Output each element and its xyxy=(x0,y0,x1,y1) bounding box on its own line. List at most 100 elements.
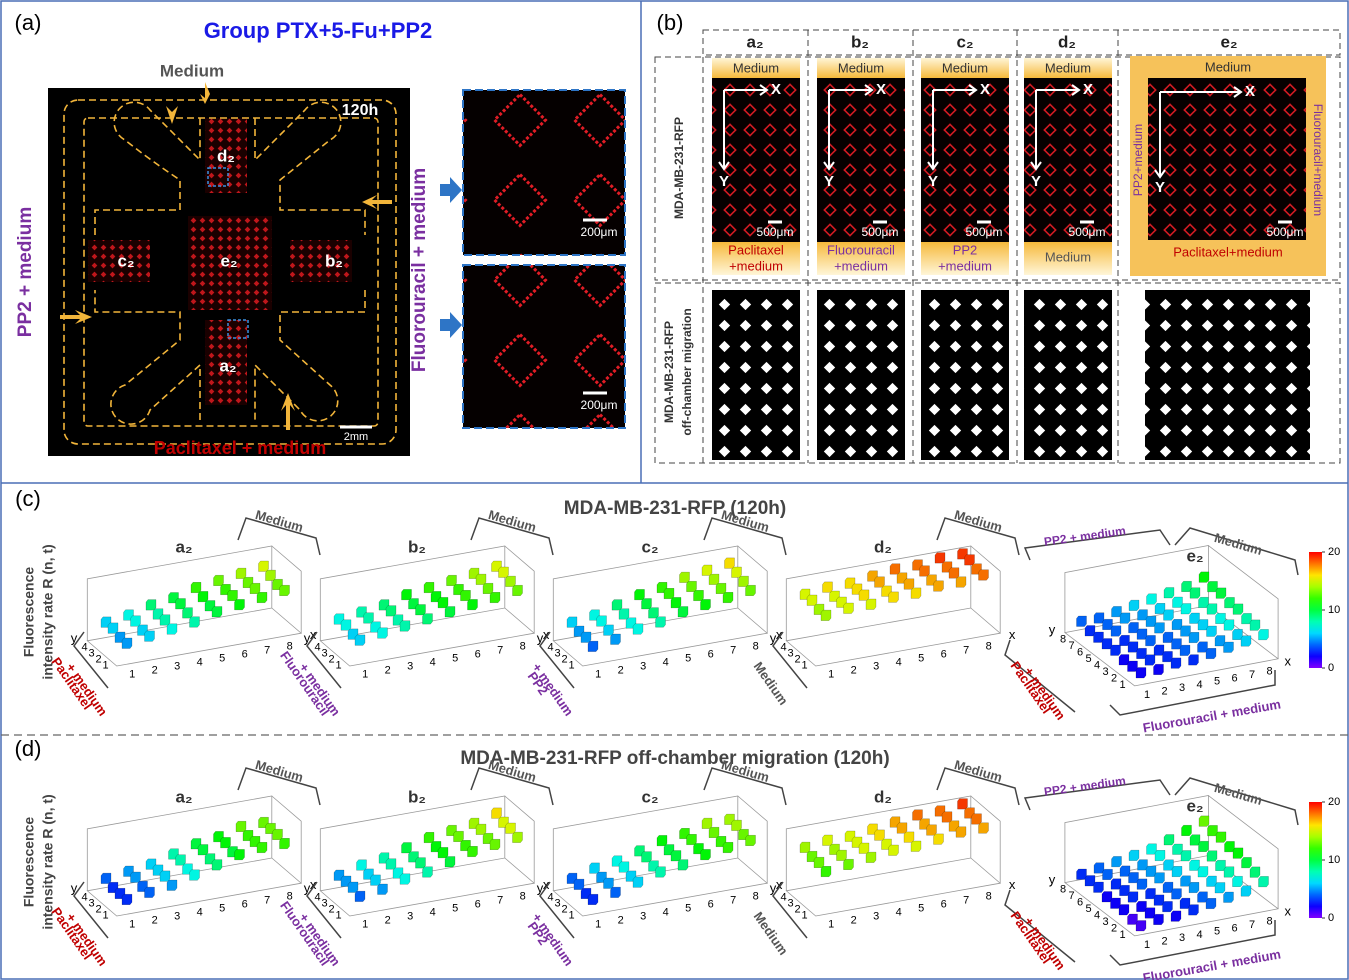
data-cube xyxy=(965,555,975,566)
data-cube xyxy=(183,608,193,619)
data-cube xyxy=(1189,882,1199,893)
data-cube xyxy=(1198,867,1208,878)
y-tick-label: 2 xyxy=(1111,922,1117,934)
x-tick-label: 8 xyxy=(1267,666,1273,678)
data-cube xyxy=(1103,869,1113,880)
data-cube xyxy=(506,823,516,834)
x-tick-label: 5 xyxy=(452,903,458,915)
data-cube xyxy=(904,579,914,590)
label: PP2+medium xyxy=(1131,124,1145,196)
data-cube xyxy=(588,641,598,652)
x-tick-label: 2 xyxy=(385,915,391,927)
x-tick-label: 7 xyxy=(497,895,503,907)
panel-label: (a) xyxy=(15,10,42,35)
data-cube xyxy=(723,592,733,603)
x-tick-label: 8 xyxy=(520,641,526,653)
x-tick-label: 6 xyxy=(708,899,714,911)
data-cube xyxy=(588,894,598,905)
x-tick-label: 3 xyxy=(1179,932,1185,944)
data-cube xyxy=(611,887,621,898)
chip-image xyxy=(48,88,410,456)
y-tick-label: 3 xyxy=(787,897,793,909)
y-tick-label: 3 xyxy=(554,897,560,909)
data-cube xyxy=(927,825,937,836)
chamber-label: d₂ xyxy=(217,146,235,165)
x-tick-label: 2 xyxy=(618,915,624,927)
data-cube xyxy=(671,851,681,862)
data-cube xyxy=(1077,616,1087,627)
y-tick-label: 2 xyxy=(561,903,567,915)
x-tick-label: 2 xyxy=(851,665,857,677)
column-header: d₂ xyxy=(1058,32,1076,51)
scale-label: 500μm xyxy=(1267,225,1304,239)
label: Fluorouracil xyxy=(827,242,895,257)
data-cube xyxy=(1154,664,1164,675)
label: Paclitaxel+medium xyxy=(1173,244,1282,259)
x-tick-label: 5 xyxy=(219,903,225,915)
label: Paclitaxel xyxy=(728,242,784,257)
y-tick-label: 1 xyxy=(102,909,108,921)
micrograph xyxy=(712,290,800,460)
data-cube xyxy=(979,570,989,581)
x-tick-label: 3 xyxy=(640,911,646,923)
data-cube xyxy=(746,585,756,596)
y-tick-label: 4 xyxy=(314,891,320,903)
data-cube xyxy=(739,576,749,587)
label: +medium xyxy=(834,258,888,273)
data-cube xyxy=(1242,857,1252,868)
y-tick-label: 7 xyxy=(1068,890,1074,902)
x-tick-label: 4 xyxy=(197,907,203,919)
y-tick-label: 1 xyxy=(568,659,574,671)
x-tick-label: 4 xyxy=(663,907,669,919)
data-cube xyxy=(476,574,486,585)
data-cube xyxy=(875,830,885,841)
x-tick-label: 7 xyxy=(497,645,503,657)
scale-label: 500μm xyxy=(862,225,899,239)
chart-title: c₂ xyxy=(641,787,658,806)
data-cube xyxy=(1129,850,1139,861)
data-cube xyxy=(1155,623,1165,634)
panel-label: (d) xyxy=(15,736,42,761)
label: Medium xyxy=(1205,59,1251,74)
label: +medium xyxy=(938,258,992,273)
data-cube xyxy=(619,862,629,873)
axis-label: y xyxy=(1049,872,1056,887)
y-tick-label: 1 xyxy=(1119,679,1125,691)
chart-title: c₂ xyxy=(641,537,658,556)
data-cube xyxy=(122,638,132,649)
data-cube xyxy=(1241,886,1251,897)
chamber-label: b₂ xyxy=(325,251,343,270)
scale-label: 500μm xyxy=(966,225,1003,239)
data-cube xyxy=(687,581,697,592)
data-cube xyxy=(1224,620,1234,631)
data-cube xyxy=(1259,629,1269,640)
data-cube xyxy=(859,843,869,854)
label: Fluorouracil + medium xyxy=(1142,946,1282,980)
data-cube xyxy=(1155,873,1165,884)
x-tick-label: 1 xyxy=(828,669,834,681)
x-tick-label: 7 xyxy=(1249,669,1255,681)
data-cube xyxy=(934,581,944,592)
chart-title: d₂ xyxy=(874,537,892,556)
data-cube xyxy=(935,553,945,564)
label: Medium xyxy=(1045,249,1091,264)
data-cube xyxy=(633,877,643,888)
x-tick-label: 2 xyxy=(385,665,391,677)
data-cube xyxy=(911,841,921,852)
x-tick-label: 2 xyxy=(1162,686,1168,698)
data-cube xyxy=(160,871,170,882)
data-cube xyxy=(424,582,434,593)
data-cube xyxy=(1172,866,1182,877)
data-cube xyxy=(160,615,170,626)
x-tick-label: 6 xyxy=(242,899,248,911)
data-cube xyxy=(1171,911,1181,922)
data-cube xyxy=(212,860,222,871)
data-cube xyxy=(581,632,591,643)
y-tick-label: 4 xyxy=(1094,909,1100,921)
scale-label: 500μm xyxy=(757,225,794,239)
zoom-images xyxy=(440,90,625,428)
y-tick-label: 2 xyxy=(95,653,101,665)
x-tick-label: 1 xyxy=(129,669,135,681)
data-cube xyxy=(1147,594,1157,605)
data-cube xyxy=(1128,892,1138,903)
